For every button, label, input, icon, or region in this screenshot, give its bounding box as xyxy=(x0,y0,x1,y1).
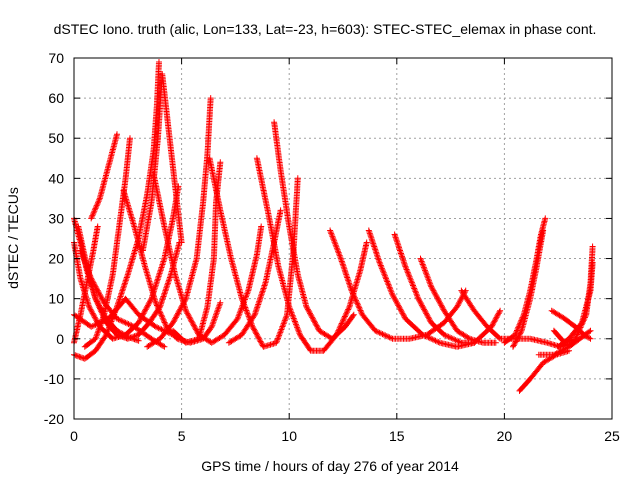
y-tick-label: 60 xyxy=(48,90,64,106)
x-tick-label: 10 xyxy=(281,428,297,444)
y-tick-label: 0 xyxy=(56,331,64,347)
data-markers xyxy=(535,327,594,358)
series-arc-08 xyxy=(77,247,168,350)
data-markers xyxy=(391,231,478,346)
y-tick-label: 10 xyxy=(48,291,64,307)
series-arc-31 xyxy=(555,259,596,350)
x-tick-label: 5 xyxy=(178,428,186,444)
series-arc-30 xyxy=(535,327,594,358)
series-arc-23 xyxy=(458,287,516,342)
x-tick-label: 25 xyxy=(604,428,620,444)
x-tick-label: 20 xyxy=(497,428,513,444)
y-tick-label: 70 xyxy=(48,50,64,66)
y-tick-label: 20 xyxy=(48,251,64,267)
data-markers xyxy=(225,207,284,346)
series-arc-21 xyxy=(391,231,478,346)
data-markers xyxy=(458,287,516,342)
y-tick-label: 30 xyxy=(48,210,64,226)
axis-ticks: 0 5 10 15 20 25 -20 -10 0 10 20 30 40 50 60 70 xyxy=(44,50,620,444)
data-markers xyxy=(555,259,596,350)
y-tick-label: 40 xyxy=(48,170,64,186)
data-markers xyxy=(77,247,168,350)
series-arc-13 xyxy=(150,171,265,346)
y-tick-label: -10 xyxy=(44,371,64,387)
data-points xyxy=(71,59,596,394)
data-markers xyxy=(253,155,370,354)
x-axis-label: GPS time / hours of day 276 of year 2014 xyxy=(201,458,459,474)
y-tick-label: 50 xyxy=(48,130,64,146)
data-markers xyxy=(271,119,357,342)
series-arc-17 xyxy=(271,119,357,342)
series-arc-18 xyxy=(225,207,284,346)
x-tick-label: 0 xyxy=(70,428,78,444)
chart-title: dSTEC Iono. truth (alic, Lon=133, Lat=-2… xyxy=(54,21,597,37)
series-arc-06 xyxy=(88,131,120,222)
y-axis-label: dSTEC / TECUs xyxy=(5,187,21,289)
series-arc-22 xyxy=(417,255,499,346)
y-tick-label: -20 xyxy=(44,411,64,427)
plot-frame xyxy=(73,57,613,420)
x-tick-label: 15 xyxy=(389,428,405,444)
series-arc-16 xyxy=(253,155,370,354)
data-markers xyxy=(150,171,265,346)
data-markers xyxy=(417,255,499,346)
data-markers xyxy=(88,131,120,222)
